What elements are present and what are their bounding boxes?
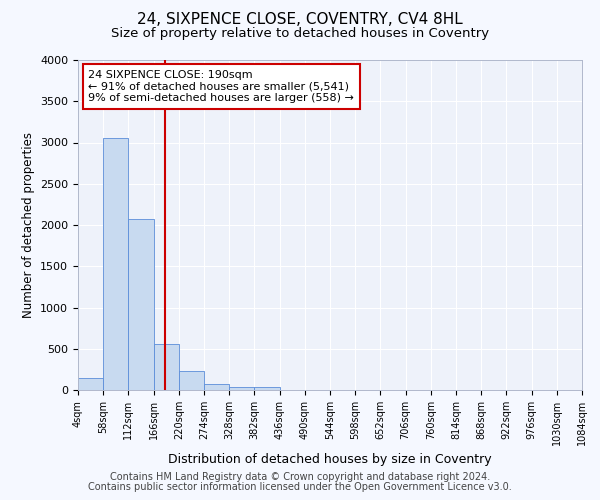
Bar (254, 386, 280, 390)
Text: 24, SIXPENCE CLOSE, COVENTRY, CV4 8HL: 24, SIXPENCE CLOSE, COVENTRY, CV4 8HL (137, 12, 463, 28)
Text: Contains public sector information licensed under the Open Government Licence v3: Contains public sector information licen… (88, 482, 512, 492)
Y-axis label: Number of detached properties: Number of detached properties (22, 132, 35, 318)
Bar (179, 371, 204, 390)
Bar (103, 138, 128, 390)
Bar (154, 344, 179, 390)
X-axis label: Distribution of detached houses by size in Coventry: Distribution of detached houses by size … (168, 454, 492, 466)
Bar (204, 384, 229, 390)
Bar (128, 219, 154, 390)
Text: 24 SIXPENCE CLOSE: 190sqm
← 91% of detached houses are smaller (5,541)
9% of sem: 24 SIXPENCE CLOSE: 190sqm ← 91% of detac… (88, 70, 354, 103)
Bar (229, 386, 254, 390)
Text: Size of property relative to detached houses in Coventry: Size of property relative to detached ho… (111, 28, 489, 40)
Bar (78, 378, 103, 390)
Text: Contains HM Land Registry data © Crown copyright and database right 2024.: Contains HM Land Registry data © Crown c… (110, 472, 490, 482)
